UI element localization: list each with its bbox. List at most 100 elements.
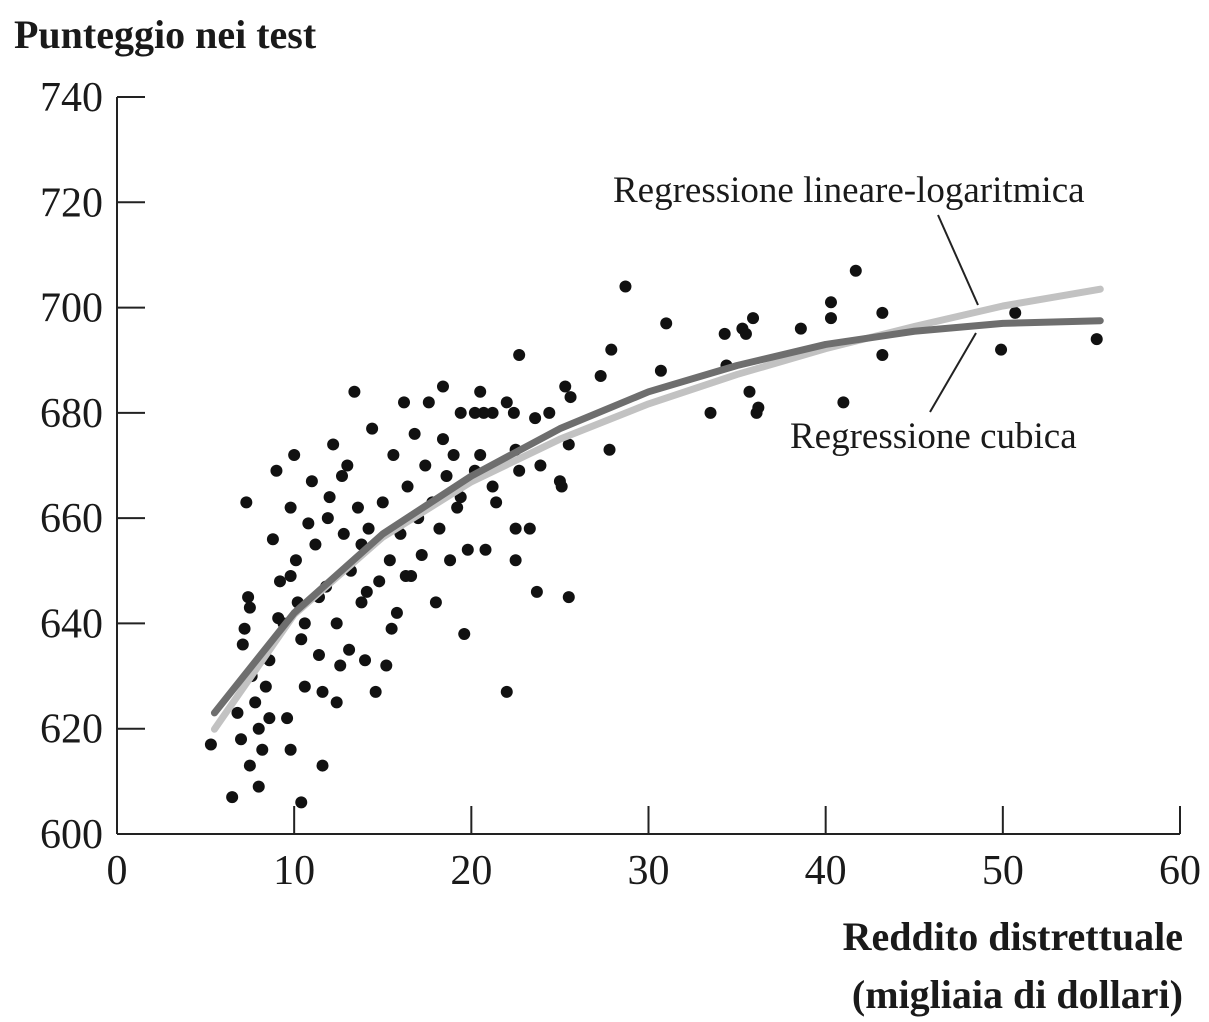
data-point (529, 412, 542, 425)
data-point (509, 522, 522, 535)
data-point (242, 591, 255, 604)
data-point (530, 585, 543, 598)
data-point (362, 522, 375, 535)
data-point (238, 622, 251, 635)
data-point (523, 522, 536, 535)
data-point (256, 743, 269, 756)
data-point (398, 396, 411, 409)
data-point (1090, 333, 1103, 346)
data-point (562, 438, 575, 451)
data-point (284, 501, 297, 514)
data-point (876, 306, 889, 319)
data-point (507, 406, 520, 419)
data-point (824, 312, 837, 325)
data-point (486, 480, 499, 493)
y-tick-label: 680 (40, 391, 103, 437)
data-point (249, 696, 262, 709)
data-point (387, 448, 400, 461)
data-point (433, 522, 446, 535)
data-point (654, 364, 667, 377)
data-point (750, 406, 763, 419)
data-point (559, 380, 572, 393)
data-point (243, 759, 256, 772)
data-point (619, 280, 632, 293)
data-point (330, 696, 343, 709)
data-point (380, 659, 393, 672)
data-point (235, 733, 248, 746)
leader-line (937, 214, 979, 306)
x-tick-label: 50 (982, 848, 1024, 894)
data-point (399, 570, 412, 583)
data-point (334, 659, 347, 672)
data-point (451, 501, 464, 514)
y-tick-label: 740 (40, 75, 103, 121)
data-point (298, 680, 311, 693)
data-point (876, 348, 889, 361)
y-tick-label: 660 (40, 496, 103, 542)
data-point (837, 396, 850, 409)
data-point (562, 591, 575, 604)
data-point (704, 406, 717, 419)
data-point (429, 596, 442, 609)
data-point (419, 459, 432, 472)
data-point (289, 554, 302, 567)
data-point (337, 527, 350, 540)
data-point (236, 638, 249, 651)
y-tick-label: 700 (40, 286, 103, 332)
data-point (513, 348, 526, 361)
data-point (369, 685, 382, 698)
data-point (479, 543, 492, 556)
data-point (336, 470, 349, 483)
data-point (284, 743, 297, 756)
data-point (474, 448, 487, 461)
data-point (312, 649, 325, 662)
data-point (252, 780, 265, 793)
data-point (231, 706, 244, 719)
data-point (263, 712, 276, 725)
data-point (348, 385, 361, 398)
x-tick-label: 30 (628, 848, 670, 894)
data-point (747, 312, 760, 325)
data-point (327, 438, 340, 451)
regression-line (210, 285, 1104, 733)
data-point (323, 491, 336, 504)
data-point (302, 517, 315, 530)
y-tick-label: 720 (40, 180, 103, 226)
data-point (444, 554, 457, 567)
data-point (259, 680, 272, 693)
data-point (226, 791, 239, 804)
data-point (594, 370, 607, 383)
data-point (474, 385, 487, 398)
data-point (739, 327, 752, 340)
data-point (272, 612, 285, 625)
data-point (422, 396, 435, 409)
x-tick-label: 40 (805, 848, 847, 894)
regression-line (210, 317, 1104, 717)
data-point (373, 575, 386, 588)
data-point (477, 406, 490, 419)
x-axis-label: Reddito distrettuale (843, 914, 1183, 959)
data-point (383, 554, 396, 567)
x-tick-label: 60 (1159, 848, 1201, 894)
data-point (454, 406, 467, 419)
data-point (555, 480, 568, 493)
annotation: Regressione cubica (790, 416, 1077, 457)
data-point (447, 448, 460, 461)
data-point (343, 643, 356, 656)
data-point (486, 406, 499, 419)
data-point (401, 480, 414, 493)
data-point (298, 617, 311, 630)
data-point (490, 496, 503, 509)
data-point (436, 380, 449, 393)
data-point (359, 654, 372, 667)
x-tick-label: 10 (273, 848, 315, 894)
data-point (509, 554, 522, 567)
data-point (321, 512, 334, 525)
data-point (284, 570, 297, 583)
data-point (408, 427, 421, 440)
data-point (243, 601, 256, 614)
data-point (390, 606, 403, 619)
data-point (385, 622, 398, 635)
data-point (266, 533, 279, 546)
